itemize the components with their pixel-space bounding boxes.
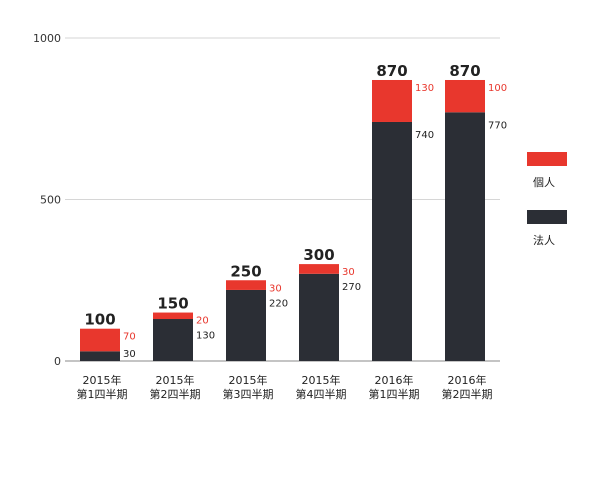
data-labels: 100 70 30 150 20 130 250 30 220 300 30 270 870 130 740… bbox=[84, 62, 507, 360]
segment-label-top: 100 bbox=[488, 83, 507, 94]
bar-segment-2-bottom bbox=[226, 289, 266, 361]
segment-label-top: 20 bbox=[196, 316, 209, 327]
legend-label-1: 法人 bbox=[533, 233, 555, 247]
y-tick-label: 0 bbox=[54, 355, 61, 368]
x-tick-label-line1: 2016年 bbox=[375, 373, 414, 387]
legend-swatch-1 bbox=[527, 210, 567, 224]
bar-segment-3-bottom bbox=[299, 273, 339, 361]
bar-total-label: 250 bbox=[230, 262, 261, 280]
x-tick-label-line1: 2015年 bbox=[83, 373, 122, 387]
bar-total-label: 870 bbox=[376, 62, 407, 80]
x-tick-label-line2: 第4四半期 bbox=[296, 387, 347, 401]
segment-label-bottom: 130 bbox=[196, 331, 215, 342]
bar-segment-5-top bbox=[445, 79, 485, 113]
y-axis-ticks: 0 500 1000 bbox=[33, 32, 61, 368]
bar-total-label: 870 bbox=[449, 62, 480, 80]
segment-label-top: 130 bbox=[415, 83, 434, 94]
y-tick-label: 1000 bbox=[33, 32, 61, 45]
x-tick-label-line2: 第1四半期 bbox=[77, 387, 128, 401]
bar-segment-3-top bbox=[299, 264, 339, 274]
bar-segment-4-top bbox=[372, 79, 412, 122]
legend-label-0: 個人 bbox=[533, 176, 555, 189]
x-tick-label-line2: 第1四半期 bbox=[369, 387, 420, 401]
bar-segment-1-top bbox=[153, 312, 193, 320]
bar-total-label: 100 bbox=[84, 311, 115, 329]
bars bbox=[80, 79, 485, 361]
bar-segment-5-bottom bbox=[445, 112, 485, 361]
segment-label-bottom: 220 bbox=[269, 298, 288, 309]
x-tick-label-line1: 2016年 bbox=[448, 373, 487, 387]
bar-segment-1-bottom bbox=[153, 319, 193, 361]
segment-label-top: 30 bbox=[342, 267, 355, 278]
x-tick-label-line2: 第2四半期 bbox=[442, 387, 493, 401]
y-tick-label: 500 bbox=[40, 194, 61, 207]
bar-segment-0-top bbox=[80, 328, 120, 352]
bar-segment-2-top bbox=[226, 280, 266, 290]
bar-total-label: 150 bbox=[157, 295, 188, 313]
x-tick-label-line2: 第3四半期 bbox=[223, 387, 274, 401]
bar-segment-4-bottom bbox=[372, 121, 412, 361]
legend-swatch-0 bbox=[527, 152, 567, 166]
segment-label-bottom: 270 bbox=[342, 282, 361, 293]
segment-label-top: 30 bbox=[269, 283, 282, 294]
bar-segment-0-bottom bbox=[80, 351, 120, 361]
x-axis-labels: 2015年第1四半期2015年第2四半期2015年第3四半期2015年第4四半期… bbox=[77, 373, 493, 401]
x-tick-label-line1: 2015年 bbox=[156, 373, 195, 387]
x-tick-label-line1: 2015年 bbox=[302, 373, 341, 387]
segment-label-bottom: 30 bbox=[123, 349, 136, 360]
y-gridlines bbox=[65, 37, 500, 362]
x-tick-label-line2: 第2四半期 bbox=[150, 387, 201, 401]
segment-label-top: 70 bbox=[123, 332, 136, 343]
segment-label-bottom: 740 bbox=[415, 130, 434, 141]
x-tick-label-line1: 2015年 bbox=[229, 373, 268, 387]
segment-label-bottom: 770 bbox=[488, 120, 507, 131]
bar-total-label: 300 bbox=[303, 246, 334, 264]
